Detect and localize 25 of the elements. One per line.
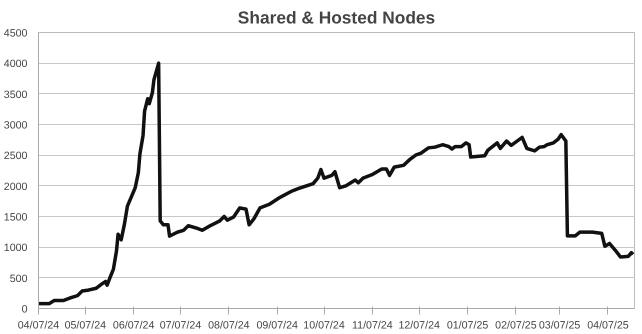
x-tick-label: 08/07/24 [208, 320, 250, 332]
x-tick-label: 05/07/24 [64, 320, 106, 332]
x-tick-label: 11/07/24 [352, 320, 393, 332]
y-tick-label: 3000 [4, 120, 28, 132]
y-tick-label: 2000 [4, 180, 28, 193]
line-series [38, 61, 634, 306]
x-tick-label: 04/07/25 [587, 320, 629, 332]
y-tick-label: 2500 [4, 150, 28, 162]
y-tick-label: 3500 [4, 88, 28, 101]
y-tick-label: 500 [10, 272, 28, 285]
y-tick-label: 4500 [4, 28, 28, 40]
x-tick-label: 03/07/25 [538, 320, 580, 332]
y-tick-label: 1000 [4, 242, 28, 254]
y-tick-label: 1500 [4, 212, 28, 224]
x-tick-label: 12/07/24 [398, 320, 440, 332]
x-tick-label: 10/07/24 [303, 320, 345, 332]
chart-title: Shared & Hosted Nodes [238, 8, 436, 28]
y-tick-label: 0 [22, 304, 28, 316]
y-tick-label: 4000 [4, 58, 28, 70]
x-tick-label: 06/07/24 [112, 320, 154, 332]
x-tick-label: 01/07/25 [446, 320, 488, 332]
x-tick-label: 04/07/24 [18, 320, 60, 332]
x-tick-label: 02/07/25 [495, 320, 537, 332]
x-tick-label: 09/07/24 [256, 320, 298, 332]
x-tick-label: 07/07/24 [160, 320, 202, 332]
